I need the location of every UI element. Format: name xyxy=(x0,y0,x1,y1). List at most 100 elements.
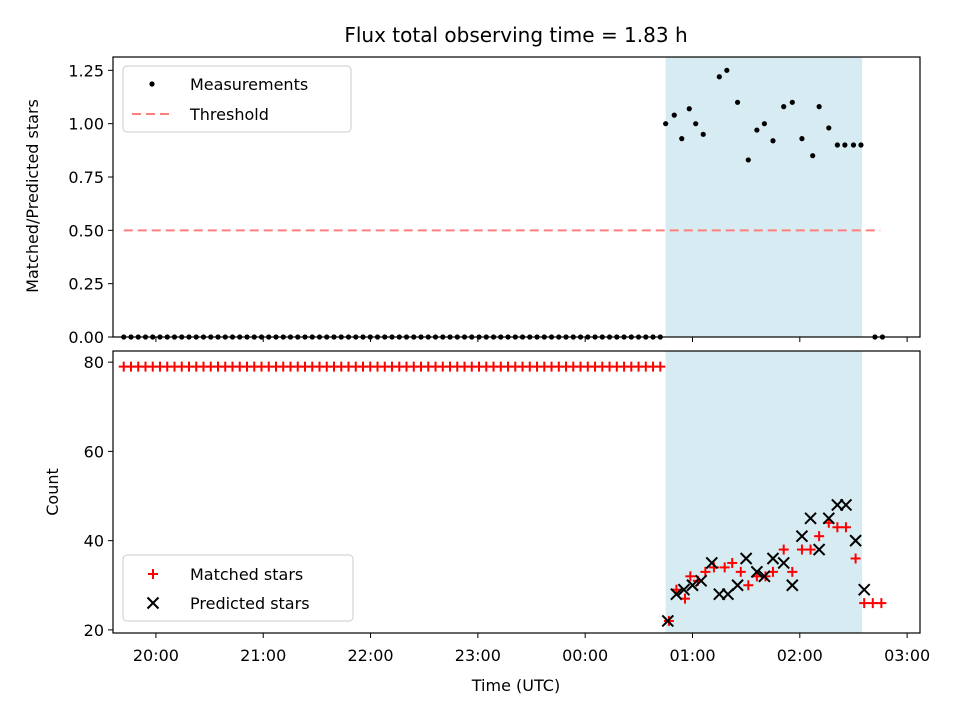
x-b xyxy=(758,570,771,583)
x-tick-label: 00:00 xyxy=(562,646,608,665)
matched-point xyxy=(719,562,730,573)
x-b xyxy=(694,574,708,588)
measurement-point xyxy=(781,104,787,110)
predicted-point xyxy=(661,614,675,628)
matched-point xyxy=(655,361,666,372)
measurement-point xyxy=(663,121,669,127)
x-b xyxy=(857,583,871,596)
matched-point xyxy=(832,522,843,533)
predicted-point xyxy=(857,583,871,596)
measurement-point xyxy=(816,104,822,110)
bottom-legend: Matched stars Predicted stars xyxy=(122,554,354,622)
measurement-point xyxy=(761,121,767,127)
measurement-point xyxy=(679,136,685,142)
measurement-point xyxy=(754,127,760,133)
predicted-point xyxy=(721,587,735,601)
predicted-point xyxy=(758,570,771,583)
x-b xyxy=(777,556,790,570)
matched-point xyxy=(787,566,798,577)
x-b xyxy=(804,512,817,525)
x-axis-label: Time (UTC) xyxy=(471,676,560,695)
measurement-point xyxy=(700,131,706,137)
x-b xyxy=(739,552,753,565)
legend-frame xyxy=(122,554,354,622)
x-b xyxy=(146,596,160,610)
measurement-point xyxy=(858,142,864,148)
measurement-point xyxy=(770,138,776,144)
x-b xyxy=(670,587,683,601)
legend-predicted-marker xyxy=(146,596,160,610)
matched-point xyxy=(840,522,851,533)
x-b xyxy=(705,556,719,570)
legend-predicted-label: Predicted stars xyxy=(190,594,310,613)
measurement-point xyxy=(686,106,692,112)
bottom-axes: 20 40 60 80 20:00 21:00 22:00 23:00 00:00 01:00 02… xyxy=(84,350,930,665)
measurement-point xyxy=(842,142,848,148)
predicted-point xyxy=(812,543,826,556)
predicted-point xyxy=(750,565,764,579)
chart-title: Flux total observing time = 1.83 h xyxy=(344,23,687,47)
axes-frame xyxy=(112,56,921,338)
legend-measurements-marker xyxy=(149,81,155,87)
y-tick-label: 0.00 xyxy=(68,328,104,347)
measurement-point xyxy=(724,67,730,73)
y-tick-label: 1.00 xyxy=(68,115,104,134)
legend-frame xyxy=(122,65,352,133)
measurement-point xyxy=(826,125,832,131)
measurement-point xyxy=(671,112,677,118)
predicted-point xyxy=(786,579,799,592)
legend-measurements-label: Measurements xyxy=(190,75,308,94)
x-tick-label: 22:00 xyxy=(347,646,393,665)
measurement-point xyxy=(745,157,751,163)
predicted-point xyxy=(731,579,744,592)
matched-point xyxy=(796,544,807,555)
x-b xyxy=(677,583,691,596)
x-tick-label: 20:00 xyxy=(133,646,179,665)
predicted-point xyxy=(670,587,683,601)
predicted-point xyxy=(777,556,790,570)
x-tick-label: 02:00 xyxy=(777,646,823,665)
predicted-point xyxy=(686,579,699,592)
predicted-point xyxy=(822,512,835,525)
y-tick-label: 1.25 xyxy=(68,61,104,80)
x-b xyxy=(661,614,675,628)
matched-point xyxy=(814,531,825,542)
x-tick-label: 23:00 xyxy=(455,646,501,665)
legend-threshold-label: Threshold xyxy=(189,105,269,124)
predicted-point xyxy=(804,512,817,525)
x-tick-label: 21:00 xyxy=(240,646,286,665)
x-b xyxy=(795,529,809,543)
y-tick-label: 40 xyxy=(84,532,104,551)
y-tick-label: 60 xyxy=(84,442,104,461)
matched-point xyxy=(727,557,738,568)
observing-window-shade xyxy=(665,57,863,337)
measurement-point xyxy=(834,142,840,148)
matched-point xyxy=(743,580,754,591)
x-b xyxy=(721,587,735,601)
predicted-point xyxy=(694,574,708,588)
matched-point xyxy=(805,544,816,555)
x-b xyxy=(839,498,853,512)
measurement-point xyxy=(693,121,699,127)
matched-point xyxy=(850,553,861,564)
x-b xyxy=(686,579,699,592)
matched-point xyxy=(876,598,887,609)
legend-matched-marker xyxy=(148,569,158,579)
x-tick-label: 03:00 xyxy=(884,646,930,665)
x-b xyxy=(731,579,744,592)
measurement-point xyxy=(789,99,795,105)
x-b xyxy=(766,552,780,565)
x-b xyxy=(849,534,862,547)
measurement-point xyxy=(810,153,816,159)
y-tick-label: 80 xyxy=(84,353,104,372)
matched-point xyxy=(867,598,878,609)
measurement-point xyxy=(799,136,805,142)
x-b xyxy=(750,565,764,579)
y-tick-label: 0.25 xyxy=(68,275,104,294)
measurement-point xyxy=(850,142,857,148)
predicted-point xyxy=(839,498,853,512)
observing-window-shade xyxy=(665,351,863,633)
matched-point xyxy=(859,598,870,609)
top-legend: Measurements Threshold xyxy=(122,65,352,133)
